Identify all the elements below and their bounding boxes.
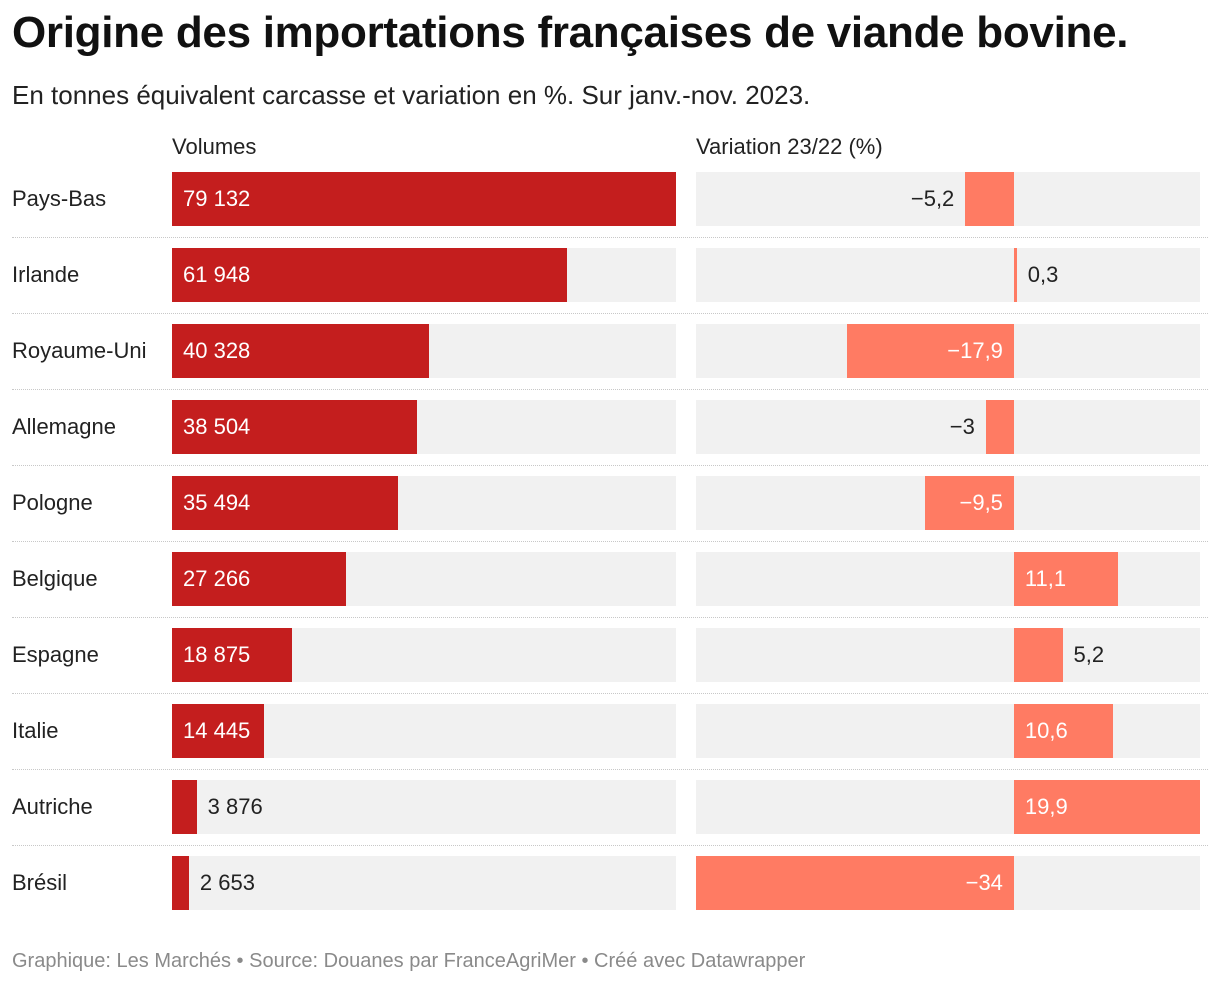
variation-bar bbox=[1013, 780, 1200, 834]
country-label: Allemagne bbox=[12, 414, 116, 439]
chart-row: Pays-Bas 79 132 −5,2 bbox=[0, 172, 1220, 226]
chart-row: Irlande 61 948 0,3 bbox=[0, 248, 1220, 302]
variation-value-label: 11,1 bbox=[1024, 566, 1067, 591]
country-label: Autriche bbox=[12, 794, 93, 819]
variation-bar bbox=[965, 172, 1014, 226]
chart-subtitle: En tonnes équivalent carcasse et variati… bbox=[12, 80, 811, 110]
row-separator bbox=[12, 617, 1208, 618]
volume-bar bbox=[172, 476, 399, 530]
country-label: Brésil bbox=[12, 870, 68, 895]
country-label: Italie bbox=[12, 718, 59, 743]
variation-bar bbox=[925, 476, 1014, 530]
variation-bar bbox=[1013, 628, 1063, 682]
row-separator bbox=[12, 693, 1208, 694]
country-label: Belgique bbox=[12, 566, 98, 591]
row-separator bbox=[12, 389, 1208, 390]
row-separator bbox=[12, 769, 1208, 770]
variation-bar bbox=[1013, 552, 1118, 606]
volume-bar bbox=[172, 704, 264, 758]
variation-bar bbox=[846, 324, 1014, 378]
variation-value-label: −17,9 bbox=[947, 338, 1003, 363]
variation-bar bbox=[1013, 704, 1114, 758]
variation-track bbox=[696, 552, 1200, 606]
chart-row: Autriche 3 876 19,9 bbox=[0, 780, 1220, 834]
row-separator bbox=[12, 237, 1208, 238]
variation-track bbox=[696, 628, 1200, 682]
volume-bar bbox=[172, 780, 197, 834]
volume-track bbox=[172, 780, 676, 834]
row-separator bbox=[12, 313, 1208, 314]
variation-bar bbox=[1013, 248, 1017, 302]
volume-track bbox=[172, 856, 676, 910]
volume-bar bbox=[172, 324, 429, 378]
volume-value-label: 27 266 bbox=[183, 566, 251, 591]
chart-row: Allemagne 38 504 −3 bbox=[0, 400, 1220, 454]
row-separator bbox=[12, 465, 1208, 466]
volume-value-label: 40 328 bbox=[183, 338, 251, 363]
country-label: Royaume-Uni bbox=[12, 338, 147, 363]
chart-row: Espagne 18 875 5,2 bbox=[0, 628, 1220, 682]
volume-value-label: 61 948 bbox=[183, 262, 251, 287]
volume-value-label: 38 504 bbox=[183, 414, 251, 439]
variation-track bbox=[696, 172, 1200, 226]
chart-row: Royaume-Uni 40 328 −17,9 bbox=[0, 324, 1220, 378]
chart-row: Brésil 2 653 −34 bbox=[0, 856, 1220, 910]
variation-track bbox=[696, 400, 1200, 454]
variation-value-label: −5,2 bbox=[910, 186, 955, 211]
variation-value-label: 10,6 bbox=[1024, 718, 1068, 743]
country-label: Pologne bbox=[12, 490, 93, 515]
chart-title: Origine des importations françaises de v… bbox=[12, 8, 1129, 57]
volume-bar bbox=[172, 856, 189, 910]
variation-bar bbox=[696, 856, 1014, 910]
variation-value-label: −3 bbox=[949, 414, 975, 439]
volume-value-label: 79 132 bbox=[183, 186, 251, 211]
variation-value-label: 0,3 bbox=[1027, 262, 1059, 287]
volume-value-label: 2 653 bbox=[199, 870, 255, 895]
volume-value-label: 35 494 bbox=[183, 490, 251, 515]
country-label: Irlande bbox=[12, 262, 80, 287]
volume-bar bbox=[172, 248, 567, 302]
chart-row: Italie 14 445 10,6 bbox=[0, 704, 1220, 758]
variation-track bbox=[696, 248, 1200, 302]
variation-track bbox=[696, 704, 1200, 758]
volumes-column-header: Volumes bbox=[172, 134, 257, 159]
volume-bar bbox=[172, 400, 418, 454]
variation-value-label: 19,9 bbox=[1024, 794, 1068, 819]
chart-row: Belgique 27 266 11,1 bbox=[0, 552, 1220, 606]
chart-row: Pologne 35 494 −9,5 bbox=[0, 476, 1220, 530]
variation-value-label: 5,2 bbox=[1073, 642, 1105, 667]
row-separator bbox=[12, 541, 1208, 542]
volume-bar bbox=[172, 628, 293, 682]
variation-bar bbox=[985, 400, 1014, 454]
volume-value-label: 14 445 bbox=[183, 718, 251, 743]
variation-column-header: Variation 23/22 (%) bbox=[696, 134, 883, 159]
variation-value-label: −9,5 bbox=[959, 490, 1003, 515]
chart-footer: Graphique: Les Marchés • Source: Douanes… bbox=[12, 950, 806, 972]
row-separator bbox=[12, 845, 1208, 846]
volume-value-label: 18 875 bbox=[183, 642, 251, 667]
country-label: Pays-Bas bbox=[12, 186, 107, 211]
variation-value-label: −34 bbox=[965, 870, 1003, 895]
volume-bar bbox=[172, 552, 346, 606]
volume-bar bbox=[172, 172, 676, 226]
country-label: Espagne bbox=[12, 642, 99, 667]
volume-value-label: 3 876 bbox=[207, 794, 263, 819]
